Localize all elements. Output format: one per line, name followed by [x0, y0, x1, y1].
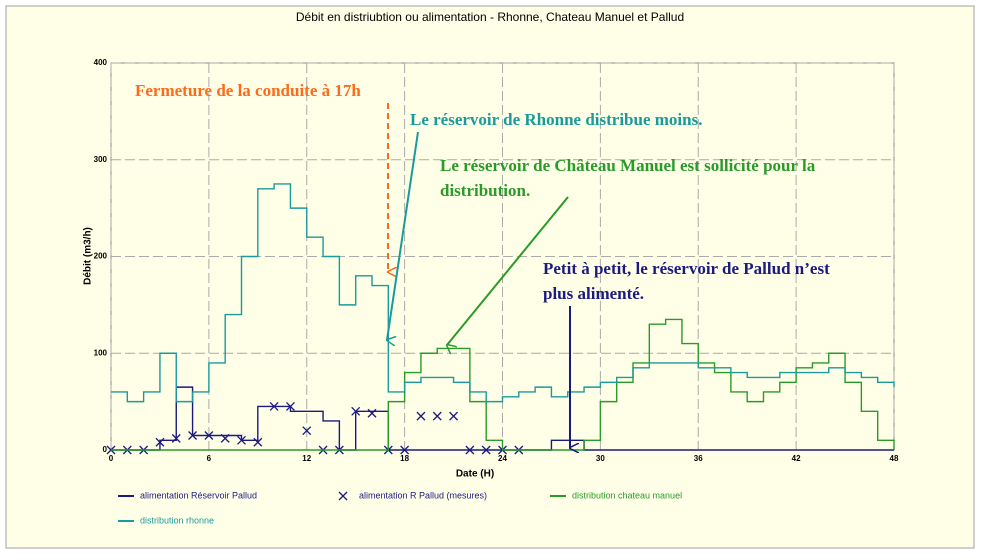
arrow	[387, 131, 419, 340]
marker	[155, 437, 165, 447]
annotation: plus alimenté.	[543, 284, 644, 303]
legend-label: distribution rhonne	[140, 515, 214, 525]
y-tick-label: 300	[94, 155, 108, 164]
x-axis-label: Date (H)	[456, 469, 494, 480]
marker	[465, 445, 475, 455]
series-line	[111, 183, 895, 403]
marker	[367, 408, 377, 418]
chart-title: Débit en distriubtion ou alimentation - …	[296, 10, 684, 24]
grid: 0 100 200 300 400 0 6 12 18 24 30 36 42 48	[94, 58, 899, 463]
y-tick-label: 100	[94, 348, 108, 357]
annotations: Fermeture de la conduite à 17h Le réservo…	[135, 81, 830, 303]
marker	[481, 445, 491, 455]
marker	[253, 437, 263, 447]
y-axis-label: Débit (m3/h)	[83, 227, 94, 285]
annotation: Fermeture de la conduite à 17h	[135, 81, 361, 100]
plot	[106, 183, 895, 455]
x-tick-label: 48	[890, 454, 899, 463]
marker	[432, 411, 442, 421]
legend-marker	[338, 491, 348, 501]
x-tick-label: 24	[498, 454, 507, 463]
marker	[400, 445, 410, 455]
marker	[269, 402, 279, 411]
x-tick-label: 42	[792, 454, 801, 463]
x-tick-label: 30	[596, 454, 605, 463]
marker	[171, 433, 181, 443]
marker	[285, 402, 295, 411]
x-tick-label: 0	[109, 454, 114, 463]
series-line	[111, 386, 894, 451]
marker	[204, 431, 214, 440]
annotation: Le réservoir de Rhonne distribue moins.	[410, 110, 702, 129]
annotation: distribution.	[440, 181, 530, 200]
legend-label: alimentation R Pallud (mesures)	[359, 490, 487, 500]
annotation: Le réservoir de Château Manuel est solli…	[440, 156, 816, 175]
arrow	[447, 196, 569, 345]
marker	[220, 433, 230, 443]
y-tick-label: 200	[94, 252, 108, 261]
x-tick-label: 12	[302, 454, 311, 463]
legend-label: alimentation Réservoir Pallud	[140, 490, 257, 500]
marker	[302, 426, 312, 436]
y-tick-label: 400	[94, 58, 108, 67]
legend-label: distribution chateau manuel	[572, 490, 682, 500]
legend: alimentation Réservoir Pallud alimentatio…	[118, 490, 682, 525]
arrows	[387, 103, 570, 448]
marker	[449, 411, 459, 421]
marker	[237, 435, 246, 445]
x-tick-label: 36	[694, 454, 703, 463]
x-tick-label: 6	[207, 454, 212, 463]
marker	[188, 431, 198, 440]
x-tick-label: 18	[400, 454, 409, 463]
marker	[416, 411, 426, 421]
marker	[351, 406, 361, 416]
y-tick-label: 0	[103, 445, 108, 454]
annotation: Petit à petit, le réservoir de Pallud n’…	[543, 259, 830, 278]
panel	[5, 5, 975, 549]
series-line	[111, 318, 895, 451]
